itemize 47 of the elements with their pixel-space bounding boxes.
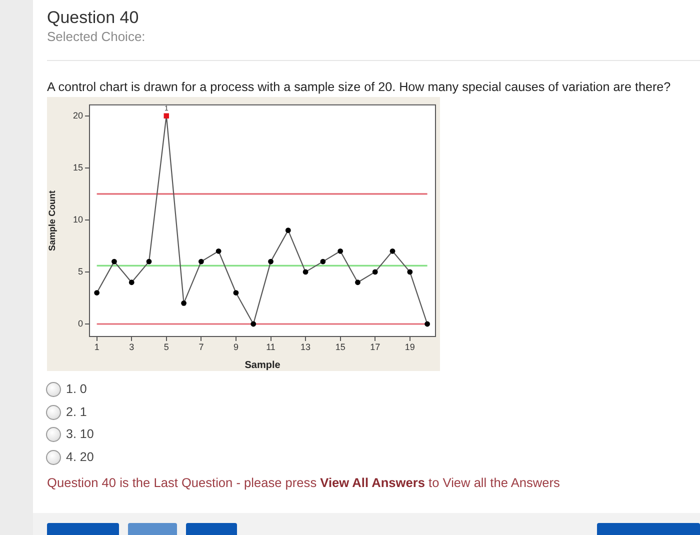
text: View All Answers [320, 475, 425, 490]
point [146, 258, 152, 264]
y-axis-title: Sample Count [46, 190, 57, 251]
y-tick-label: 0 [78, 318, 83, 328]
point [302, 269, 308, 275]
point [250, 321, 256, 327]
point [128, 280, 134, 286]
y-tick-label: 20 [72, 110, 83, 120]
point [424, 321, 430, 327]
chart-title: Question 40 [47, 8, 139, 27]
point [338, 248, 344, 254]
point [355, 280, 360, 286]
text: 1. 0 [66, 382, 87, 396]
y-tick-label: 10 [72, 214, 83, 224]
x-axis-title: Sample [244, 360, 281, 371]
text: A control chart is drawn for a process with a sample size of 20. How many special causes of variation are there? [47, 80, 671, 94]
y-tick-label: 5 [78, 266, 83, 276]
text: 2. 1 [66, 404, 87, 419]
point [112, 258, 117, 264]
x-tick-label: 5 [164, 342, 169, 352]
x-tick-label: 9 [233, 342, 238, 352]
point [390, 248, 396, 254]
point [233, 290, 239, 296]
y-tick-label: 15 [72, 162, 83, 172]
x-tick-label: 3 [129, 342, 134, 352]
text: 3. 10 [66, 427, 94, 442]
text: to View all the Answers [428, 475, 560, 490]
text: Question 40 is the Last Question - please press [47, 475, 317, 490]
x-tick-label: 15 [335, 342, 346, 352]
point [94, 290, 100, 296]
x-tick-label: 19 [404, 342, 415, 352]
x-tick-label: 13 [300, 342, 311, 352]
point [320, 258, 326, 264]
point [407, 269, 413, 275]
x-tick-label: 1 [94, 342, 100, 352]
point [285, 228, 291, 234]
point [372, 269, 378, 275]
point [216, 248, 222, 254]
x-tick-label: 11 [266, 342, 276, 352]
x-tick-label: 7 [198, 342, 204, 352]
point [181, 300, 186, 306]
point [198, 258, 204, 264]
chart-subtitle: Selected Choice: [47, 29, 146, 44]
x-tick-label: 17 [370, 342, 380, 352]
point [164, 113, 170, 118]
point [268, 258, 274, 264]
text: 4. 20 [66, 450, 94, 464]
